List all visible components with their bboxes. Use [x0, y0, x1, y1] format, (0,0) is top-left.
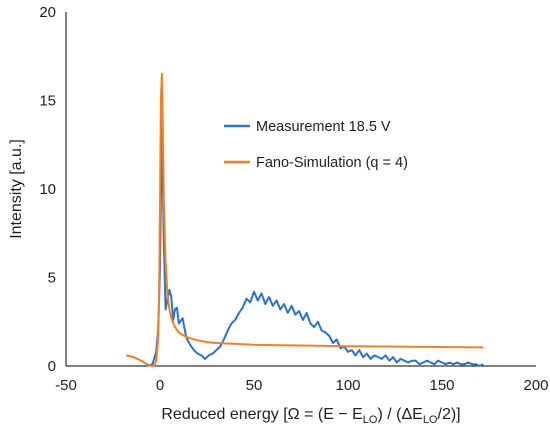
y-axis-title: Intensity [a.u.] — [8, 139, 25, 239]
x-tick-label: 100 — [335, 377, 360, 394]
x-axis-title-sub1: LO — [363, 414, 378, 426]
x-tick-label: 150 — [429, 377, 454, 394]
x-axis-title-part2: ) / (ΔE — [377, 406, 422, 423]
y-tick-label: 5 — [48, 270, 56, 287]
x-tick-label: 0 — [156, 377, 164, 394]
y-tick-label: 10 — [39, 181, 56, 198]
x-tick-label: -50 — [55, 377, 77, 394]
x-axis-title-sub2: LO — [423, 414, 438, 426]
series-layer — [125, 72, 484, 367]
series-line-fano — [125, 72, 484, 367]
y-tick-label: 15 — [39, 93, 56, 110]
y-tick-label: 20 — [39, 4, 56, 21]
x-tick-labels: -50 0 50 100 150 200 — [55, 377, 548, 394]
x-tick-label: 200 — [523, 377, 548, 394]
legend-label-measurement: Measurement 18.5 V — [256, 119, 391, 135]
legend-label-fano: Fano-Simulation (q = 4) — [256, 155, 408, 171]
x-axis-title-part1: Reduced energy [Ω = (E − E — [161, 406, 362, 423]
x-axis-title: Reduced energy [Ω = (E − ELO) / (ΔELO/2)… — [161, 406, 460, 426]
x-tick-label: 50 — [246, 377, 263, 394]
y-tick-label: 0 — [48, 358, 56, 375]
x-axis-title-part3: /2)] — [438, 406, 461, 423]
axes — [65, 12, 536, 367]
legend: Measurement 18.5 V Fano-Simulation (q = … — [224, 119, 408, 171]
y-tick-labels: 0 5 10 15 20 — [39, 4, 56, 375]
series-line-measurement — [144, 120, 484, 367]
